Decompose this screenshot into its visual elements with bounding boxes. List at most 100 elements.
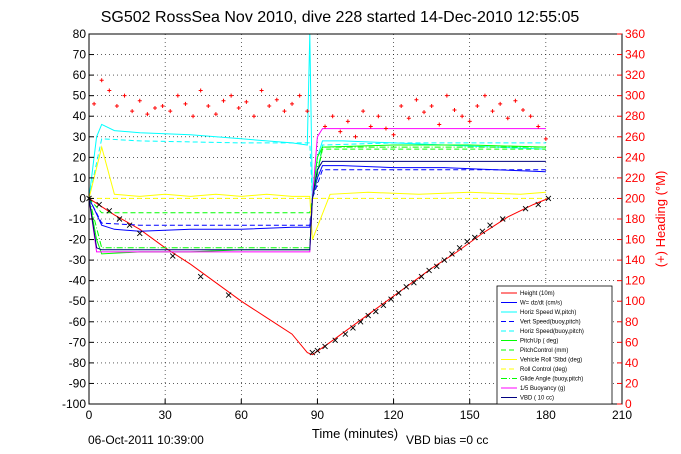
x-tick-label-4: 120: [384, 408, 404, 422]
y-right-tick-label-8: 160: [625, 233, 645, 247]
trajectory-marker-9: [309, 349, 316, 356]
x-axis-label: Time (minutes): [312, 426, 398, 441]
legend-label-10: 1/5 Buoyancy (g): [520, 386, 565, 392]
y-right-tick-label-10: 200: [625, 191, 645, 205]
heading-point-21: [251, 114, 256, 119]
series-line-4: [88, 138, 546, 199]
heading-point-16: [213, 112, 218, 117]
legend-label-7: Vehicle Roll 'Stbd (deg): [520, 358, 582, 364]
y-right-tick-label-4: 80: [625, 315, 639, 329]
y-right-tick-label-3: 60: [625, 335, 639, 349]
y-tick-label-18: 80: [73, 27, 87, 41]
heading-point-43: [429, 103, 434, 108]
y-right-tick-label-0: 0: [625, 397, 632, 411]
y-right-tick-label-13: 260: [625, 130, 645, 144]
heading-point-25: [282, 109, 287, 114]
y-tick-label-13: 30: [73, 130, 87, 144]
heading-point-37: [383, 126, 388, 131]
heading-point-40: [406, 116, 411, 121]
y-tick-label-7: -30: [69, 253, 87, 267]
heading-point-7: [145, 112, 150, 117]
y-right-tick-label-18: 360: [625, 27, 645, 41]
legend-label-3: Vert Speed(buoy,pitch): [520, 320, 581, 326]
trajectory-marker-17: [372, 308, 379, 315]
trajectory-marker-22: [411, 279, 417, 286]
trajectory-marker-26: [441, 257, 448, 263]
heading-point-58: [543, 136, 548, 141]
heading-point-14: [198, 88, 203, 93]
heading-point-10: [168, 109, 173, 114]
heading-point-55: [521, 108, 526, 113]
heading-point-36: [376, 114, 381, 119]
y-right-tick-label-17: 340: [625, 48, 645, 62]
y-tick-label-9: -10: [69, 212, 87, 226]
trajectory-marker-6: [169, 253, 176, 259]
trajectory-marker-15: [357, 318, 364, 325]
y-right-tick-label-9: 180: [625, 212, 645, 226]
heading-point-33: [353, 134, 358, 139]
trajectory-marker-16: [365, 312, 372, 319]
heading-point-22: [259, 88, 264, 93]
heading-point-52: [498, 101, 503, 106]
heading-point-3: [114, 103, 119, 108]
heading-point-4: [122, 93, 127, 98]
heading-point-5: [130, 109, 135, 114]
trajectory-marker-34: [522, 205, 529, 212]
heading-point-23: [267, 103, 272, 108]
legend-label-4: Horiz Speed(buoy,pitch): [520, 329, 584, 335]
x-tick-label-0: 0: [86, 408, 93, 422]
y-tick-label-11: 10: [73, 171, 87, 185]
heading-point-46: [452, 108, 457, 113]
heading-point-35: [368, 124, 373, 129]
trajectory-marker-19: [388, 296, 394, 302]
trajectory-marker-31: [479, 228, 486, 235]
heading-point-8: [152, 106, 157, 110]
trajectory-marker-33: [499, 216, 506, 222]
heading-point-17: [221, 98, 226, 103]
heading-point-20: [244, 99, 249, 104]
y-axis-right-label: (+) Heading (°M): [653, 171, 668, 268]
trajectory-marker-13: [342, 331, 349, 337]
y-axis-right: 0 20 40 60 80 100 120 140 160 180 200 220 240 260 280 3…: [617, 27, 645, 411]
legend-label-5: PitchUp ( deg): [520, 339, 558, 345]
footer-timestamp: 06-Oct-2011 10:39:00: [88, 433, 204, 447]
x-tick-label-3: 90: [311, 408, 325, 422]
trajectory-marker-24: [426, 267, 432, 274]
trajectory-marker-3: [116, 216, 123, 222]
y-tick-label-0: -100: [62, 397, 86, 411]
heading-point-28: [305, 109, 310, 114]
heading-point-48: [467, 119, 472, 124]
trajectory-marker-5: [136, 230, 143, 237]
heading-point-29: [323, 124, 328, 129]
y-tick-label-17: 70: [73, 48, 87, 62]
trajectory-marker-36: [545, 195, 552, 202]
trajectory-marker-21: [403, 284, 410, 290]
y-right-tick-label-7: 140: [625, 253, 645, 267]
trajectory-marker-4: [126, 222, 133, 228]
legend: Height (10m) W= dz/dt (cm/s) Horiz Speed W…: [496, 285, 613, 405]
trajectory-marker-7: [197, 273, 204, 280]
heading-point-56: [528, 114, 533, 119]
heading-point-24: [274, 97, 279, 102]
heading-point-39: [399, 103, 404, 108]
heading-point-41: [414, 97, 419, 102]
y-tick-label-1: -90: [69, 376, 87, 390]
trajectory-marker-28: [456, 244, 463, 251]
heading-point-9: [160, 103, 165, 108]
x-tick-label-5: 150: [460, 408, 480, 422]
trajectory-marker-32: [487, 222, 493, 228]
heading-point-45: [444, 93, 449, 98]
legend-label-11: VBD ( 10 cc): [520, 396, 554, 402]
chart-title: SG502 RossSea Nov 2010, dive 228 started…: [101, 9, 580, 26]
heading-point-18: [229, 93, 234, 98]
x-tick-label-1: 30: [158, 408, 172, 422]
trajectory-marker-12: [332, 337, 339, 344]
heading-point-1: [99, 78, 104, 83]
trajectory-marker-8: [225, 292, 232, 298]
y-right-tick-label-14: 280: [625, 109, 645, 123]
x-tick-label-7: 210: [612, 408, 632, 422]
y-tick-label-16: 60: [73, 68, 87, 82]
heading-point-2: [107, 88, 112, 93]
y-tick-label-8: -20: [69, 233, 87, 247]
